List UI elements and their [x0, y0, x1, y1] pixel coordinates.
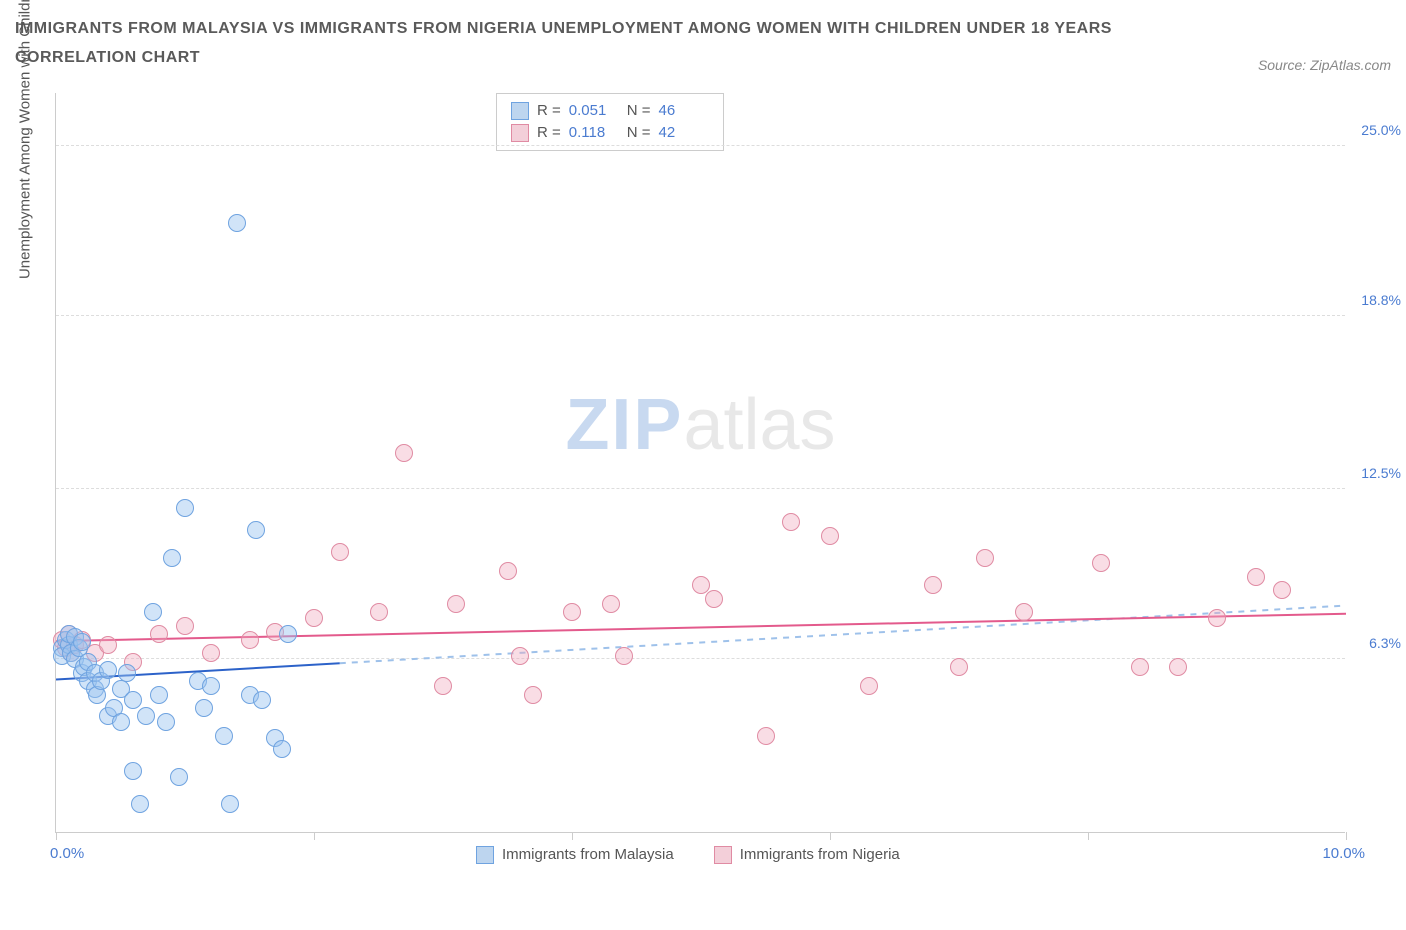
data-point [202, 677, 220, 695]
data-point [511, 647, 529, 665]
bottom-legend: Immigrants from Malaysia Immigrants from… [476, 846, 900, 864]
trend-overlay [56, 93, 1346, 833]
x-tick [56, 832, 57, 840]
data-point [144, 603, 162, 621]
data-point [215, 727, 233, 745]
data-point [221, 795, 239, 813]
data-point [1131, 658, 1149, 676]
data-point [499, 562, 517, 580]
data-point [118, 664, 136, 682]
chart-title: IMMIGRANTS FROM MALAYSIA VS IMMIGRANTS F… [15, 15, 1115, 73]
legend-item-nigeria: Immigrants from Nigeria [714, 846, 900, 864]
data-point [447, 595, 465, 613]
data-point [150, 625, 168, 643]
data-point [950, 658, 968, 676]
data-point [253, 691, 271, 709]
data-point [241, 631, 259, 649]
data-point [1247, 568, 1265, 586]
x-tick [314, 832, 315, 840]
data-point [279, 625, 297, 643]
x-tick [830, 832, 831, 840]
y-tick-label: 25.0% [1361, 122, 1401, 138]
data-point [395, 444, 413, 462]
data-point [924, 576, 942, 594]
gridline [56, 315, 1345, 316]
data-point [1015, 603, 1033, 621]
swatch-nigeria-icon [511, 124, 529, 142]
data-point [124, 762, 142, 780]
data-point [131, 795, 149, 813]
x-axis-min-label: 0.0% [50, 845, 84, 862]
data-point [524, 686, 542, 704]
data-point [860, 677, 878, 695]
data-point [331, 543, 349, 561]
data-point [1169, 658, 1187, 676]
data-point [195, 699, 213, 717]
watermark: ZIPatlas [565, 384, 835, 466]
data-point [170, 768, 188, 786]
data-point [434, 677, 452, 695]
data-point [782, 513, 800, 531]
legend-item-malaysia: Immigrants from Malaysia [476, 846, 674, 864]
data-point [976, 549, 994, 567]
plot-area: ZIPatlas R = 0.051 N = 46 R = 0.118 N = … [55, 93, 1345, 833]
data-point [150, 686, 168, 704]
y-tick-label: 6.3% [1369, 635, 1401, 651]
data-point [73, 633, 91, 651]
data-point [163, 549, 181, 567]
data-point [124, 691, 142, 709]
data-point [137, 707, 155, 725]
stats-legend-box: R = 0.051 N = 46 R = 0.118 N = 42 [496, 93, 724, 151]
y-tick-label: 18.8% [1361, 292, 1401, 308]
data-point [112, 713, 130, 731]
swatch-malaysia-icon [511, 102, 529, 120]
data-point [305, 609, 323, 627]
x-tick [1088, 832, 1089, 840]
data-point [370, 603, 388, 621]
data-point [99, 636, 117, 654]
data-point [757, 727, 775, 745]
data-point [176, 499, 194, 517]
y-tick-label: 12.5% [1361, 465, 1401, 481]
stats-row-nigeria: R = 0.118 N = 42 [511, 122, 709, 144]
scatter-chart: Unemployment Among Women with Children U… [15, 83, 1391, 903]
data-point [602, 595, 620, 613]
stats-row-malaysia: R = 0.051 N = 46 [511, 100, 709, 122]
data-point [563, 603, 581, 621]
swatch-malaysia-icon [476, 846, 494, 864]
data-point [228, 214, 246, 232]
x-axis-max-label: 10.0% [1322, 845, 1365, 862]
gridline [56, 488, 1345, 489]
chart-source: Source: ZipAtlas.com [1258, 57, 1391, 73]
gridline [56, 658, 1345, 659]
data-point [157, 713, 175, 731]
data-point [202, 644, 220, 662]
data-point [615, 647, 633, 665]
data-point [247, 521, 265, 539]
data-point [1273, 581, 1291, 599]
swatch-nigeria-icon [714, 846, 732, 864]
gridline [56, 145, 1345, 146]
data-point [176, 617, 194, 635]
data-point [1092, 554, 1110, 572]
data-point [99, 661, 117, 679]
x-tick [1346, 832, 1347, 840]
x-tick [572, 832, 573, 840]
y-axis-label: Unemployment Among Women with Children U… [17, 0, 34, 279]
data-point [273, 740, 291, 758]
data-point [821, 527, 839, 545]
data-point [1208, 609, 1226, 627]
data-point [705, 590, 723, 608]
chart-header: IMMIGRANTS FROM MALAYSIA VS IMMIGRANTS F… [15, 15, 1391, 73]
